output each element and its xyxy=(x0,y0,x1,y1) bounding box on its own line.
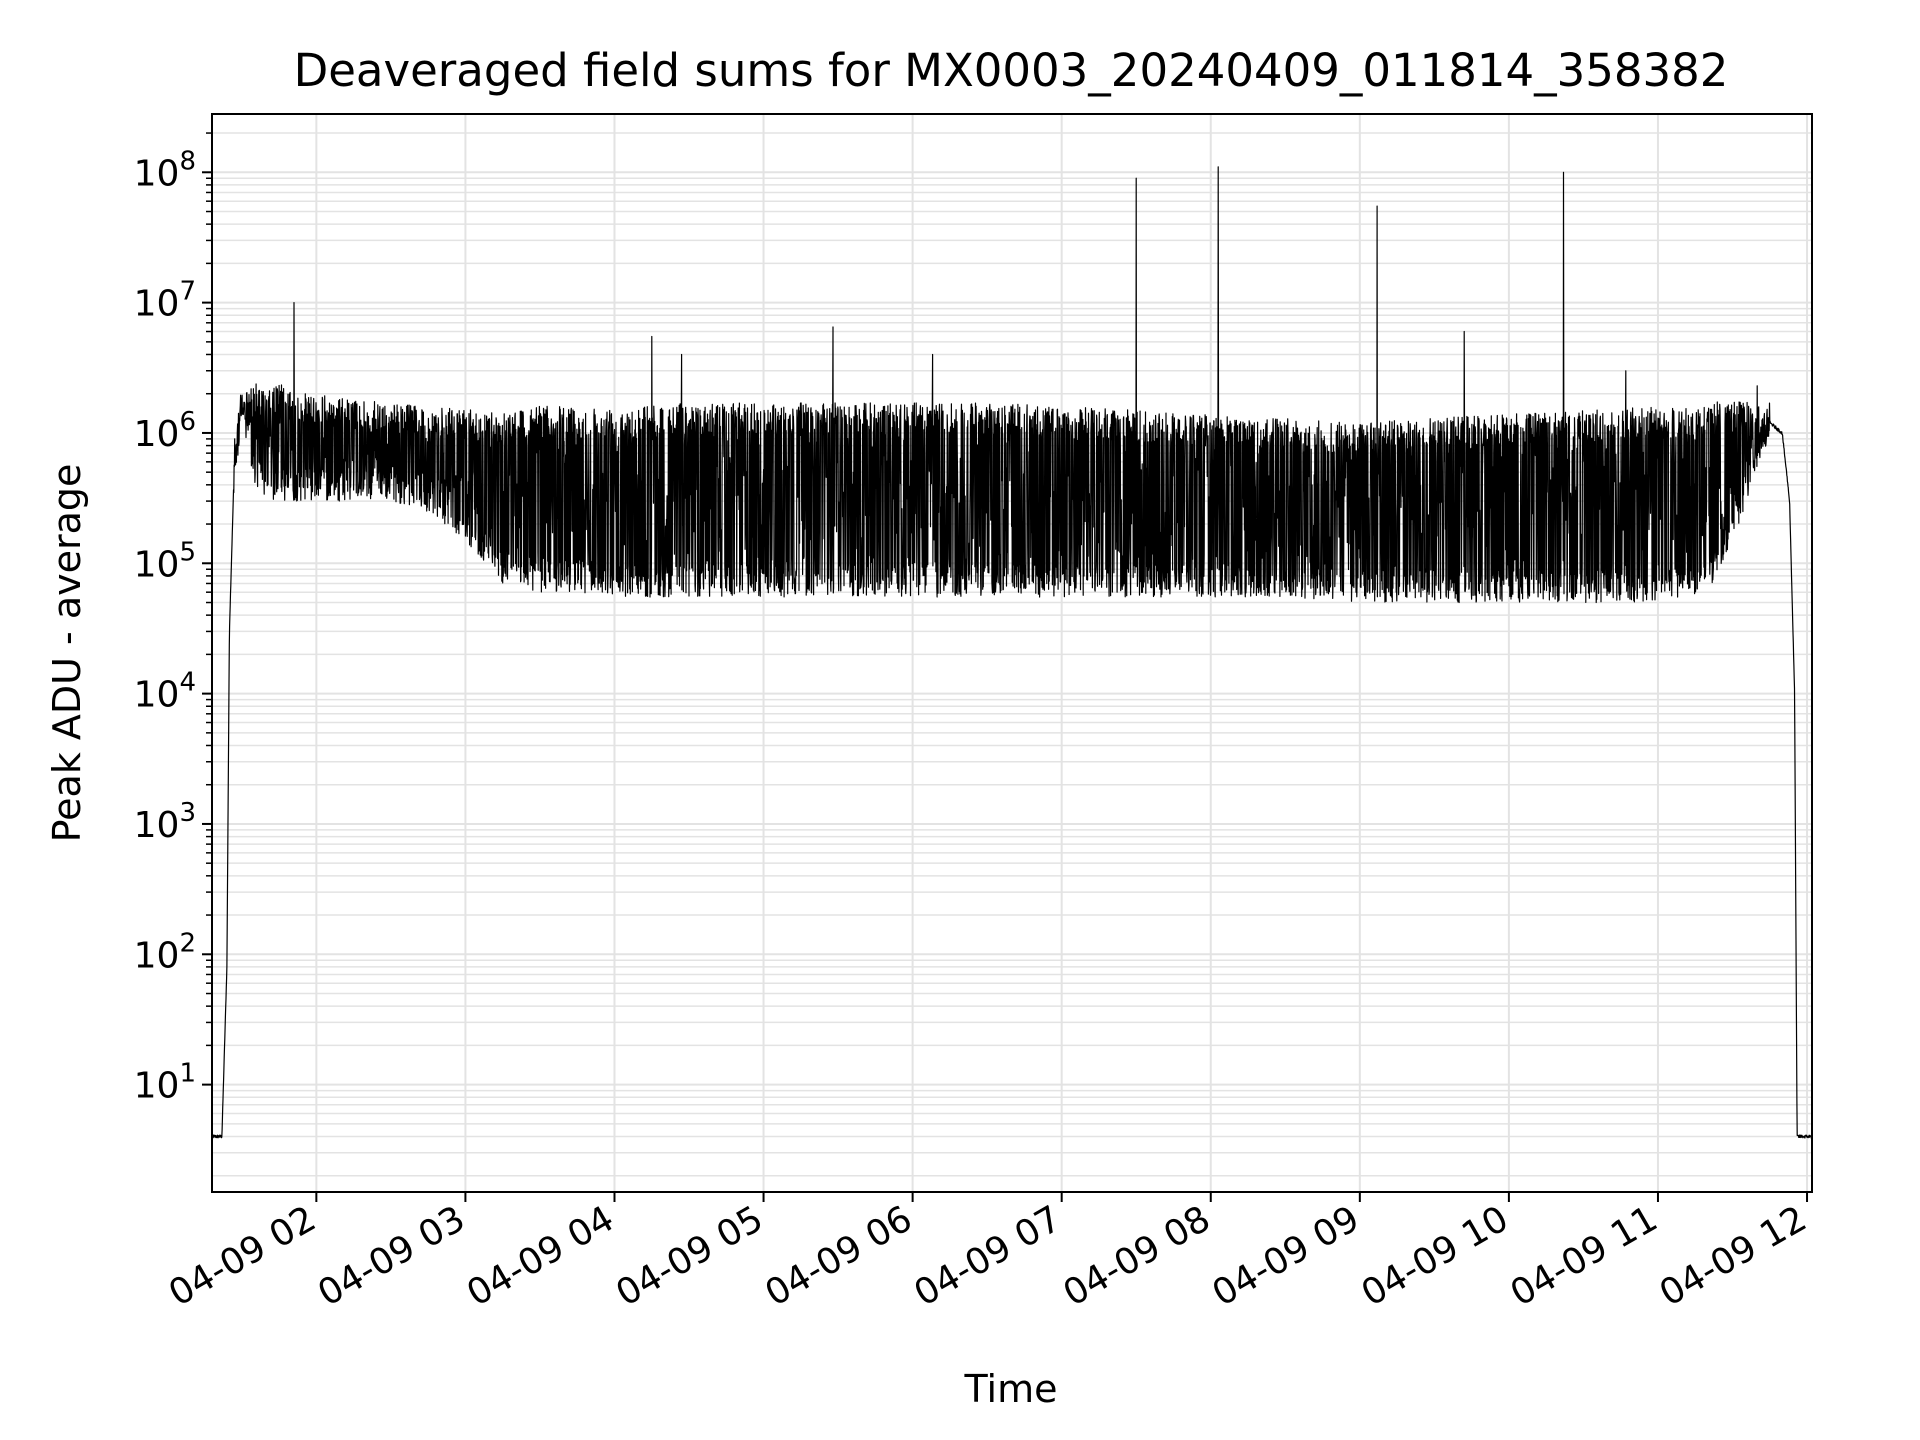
y-tick-label: 104 xyxy=(134,668,196,716)
series-line xyxy=(211,166,1813,1139)
y-axis-label: Peak ADU - average xyxy=(45,464,89,843)
y-tick-label: 108 xyxy=(134,146,196,194)
series-path xyxy=(211,166,1813,1139)
plot-frame xyxy=(211,113,1813,1193)
y-tick-label: 101 xyxy=(134,1059,196,1107)
chart-title: Deaveraged field sums for MX0003_2024040… xyxy=(294,44,1729,97)
y-tick-label: 107 xyxy=(134,277,196,325)
grid xyxy=(212,114,1812,1192)
y-tick-label: 102 xyxy=(134,928,196,976)
y-tick-label: 106 xyxy=(134,407,196,455)
y-tick-label: 105 xyxy=(134,537,196,585)
y-axis: 101 102 103 104 105 106 107 108 xyxy=(134,132,212,1107)
y-tick-label: 103 xyxy=(134,798,196,846)
x-axis-label: Time xyxy=(964,1367,1058,1411)
